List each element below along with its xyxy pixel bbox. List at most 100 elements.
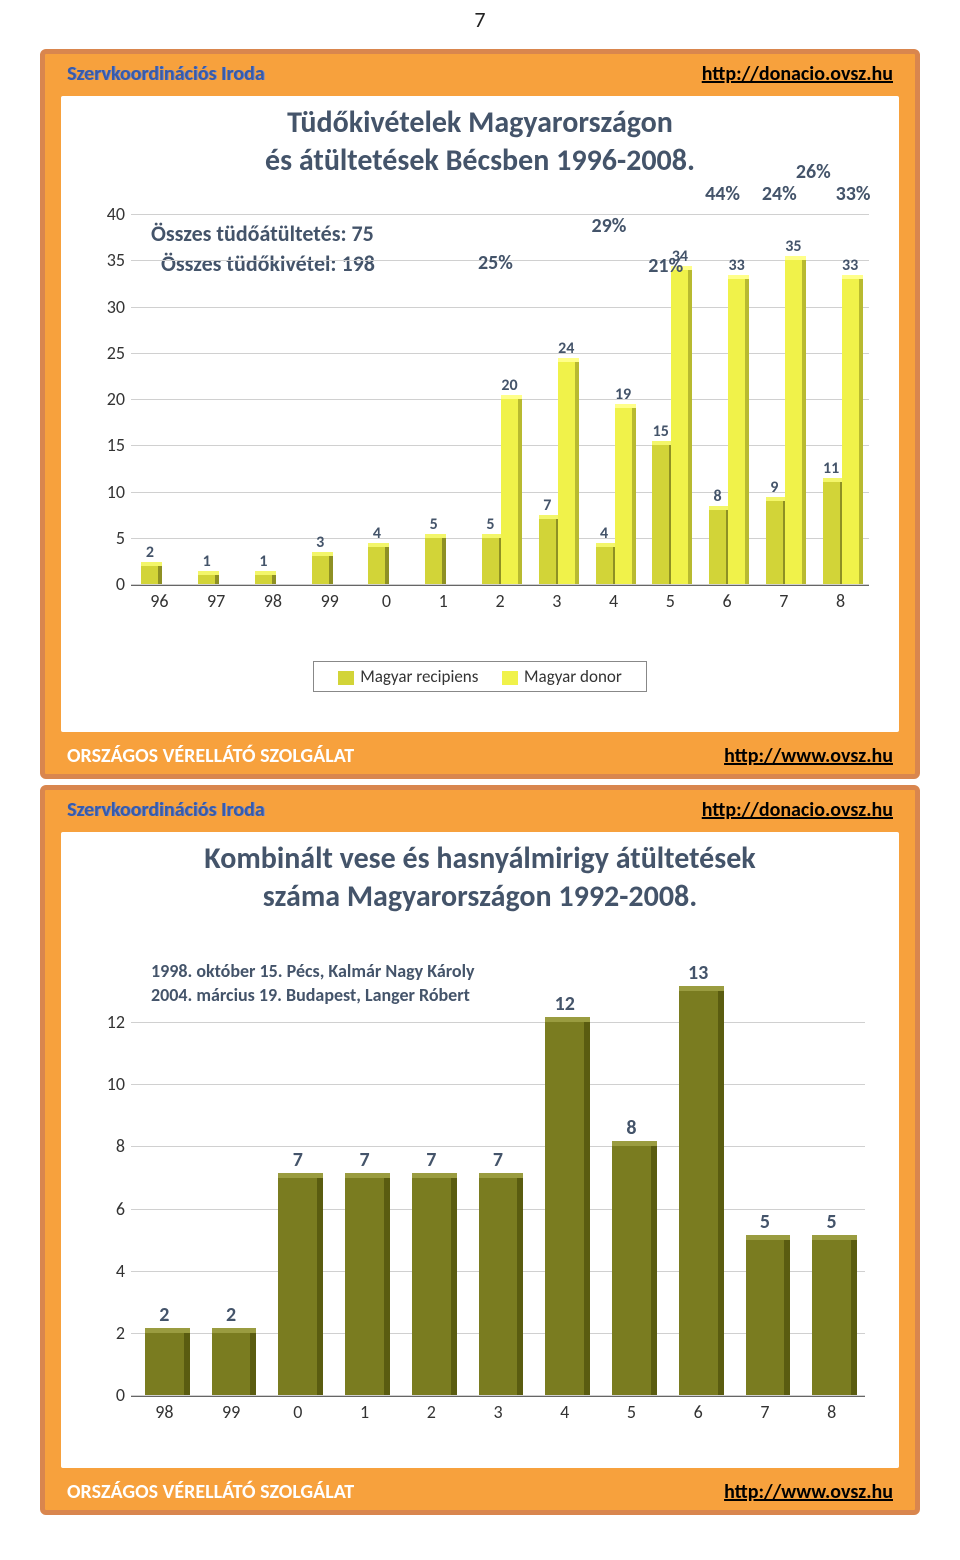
bar-recipiens [596, 547, 613, 584]
yaxis-tick-label: 10 [91, 1073, 125, 1095]
bar-recipiens [198, 575, 215, 584]
header-right-link[interactable]: http://donacio.ovsz.hu [702, 62, 893, 86]
yaxis-tick-label: 5 [91, 527, 125, 549]
yaxis-tick-label: 15 [91, 434, 125, 456]
xaxis-tick-label: 99 [206, 1401, 256, 1423]
bar-donor [501, 399, 518, 584]
xaxis-tick-label: 97 [191, 590, 241, 612]
xaxis-tick-label: 3 [473, 1401, 523, 1423]
bar-value-label: 5 [745, 1210, 785, 1234]
bar-value-label: 2 [211, 1303, 251, 1327]
percent-label: 25% [478, 251, 513, 275]
bar-value-label: 3 [300, 533, 340, 552]
bar-value-label: 33 [830, 256, 870, 275]
slide2-body: Kombinált vese és hasnyálmirigy átülteté… [61, 832, 899, 1468]
bar-value-label: 7 [478, 1148, 518, 1172]
bar-value-label: 19 [603, 385, 643, 404]
yaxis-tick-label: 2 [91, 1322, 125, 1344]
bar [612, 1146, 651, 1395]
legend-item-recipiens: Magyar recipiens [338, 666, 478, 687]
bar [412, 1178, 451, 1396]
slide-1: Szervkoordinációs Iroda http://donacio.o… [40, 49, 920, 769]
bar-recipiens [141, 566, 158, 585]
bar-value-label: 7 [411, 1148, 451, 1172]
xaxis-tick-label: 96 [134, 590, 184, 612]
bar-value-label: 2 [130, 543, 170, 562]
legend-item-donor: Magyar donor [502, 666, 622, 687]
bar [746, 1240, 785, 1395]
bar-value-label: 8 [611, 1116, 651, 1140]
header-left: Szervkoordinációs Iroda [67, 798, 265, 822]
yaxis-tick-label: 0 [91, 573, 125, 595]
bar-recipiens [425, 538, 442, 584]
bar-value-label: 7 [278, 1148, 318, 1172]
bar-donor [671, 270, 688, 585]
slide2-frame: Szervkoordinációs Iroda http://donacio.o… [40, 785, 920, 1515]
footer-right-link[interactable]: http://www.ovsz.hu [724, 744, 893, 768]
bar-donor [615, 408, 632, 584]
yaxis-tick-label: 40 [91, 203, 125, 225]
bar-value-label: 13 [678, 961, 718, 985]
bar-value-label: 12 [545, 992, 585, 1016]
bar-recipiens [368, 547, 385, 584]
bar-value-label: 2 [144, 1303, 184, 1327]
yaxis-tick-label: 0 [91, 1384, 125, 1406]
bar [545, 1022, 584, 1395]
bar [812, 1240, 851, 1395]
bar-value-label: 33 [717, 256, 757, 275]
yaxis-tick-label: 8 [91, 1135, 125, 1157]
chart1-legend: Magyar recipiens Magyar donor [61, 661, 899, 692]
slide1-body: Tüdőkivételek Magyarországon és átülteté… [61, 96, 899, 732]
slide1-frame: Szervkoordinációs Iroda http://donacio.o… [40, 49, 920, 779]
xaxis-tick-label: 6 [673, 1401, 723, 1423]
chart2-plot: 02468101298299207172737412586137585 [131, 960, 865, 1397]
page-number: 7 [0, 0, 960, 33]
chart1-title: Tüdőkivételek Magyarországon és átülteté… [61, 104, 899, 179]
yaxis-tick-label: 6 [91, 1198, 125, 1220]
yaxis-tick-label: 25 [91, 342, 125, 364]
page: 7 Szervkoordinációs Iroda http://donacio… [0, 0, 960, 1560]
yaxis-tick-label: 12 [91, 1011, 125, 1033]
xaxis-tick-label: 5 [606, 1401, 656, 1423]
yaxis-tick-label: 35 [91, 249, 125, 271]
xaxis-tick-label: 2 [475, 590, 525, 612]
bar-donor [558, 362, 575, 584]
percent-label: 24% [762, 182, 797, 206]
xaxis-tick-label: 2 [406, 1401, 456, 1423]
bar-recipiens [709, 510, 726, 584]
bar-value-label: 1 [187, 552, 227, 571]
bar-value-label: 5 [414, 515, 454, 534]
yaxis-tick-label: 30 [91, 296, 125, 318]
percent-label: 26% [796, 160, 831, 184]
bar-recipiens [766, 501, 783, 584]
xaxis-tick-label: 7 [759, 590, 809, 612]
percent-label: 44% [705, 182, 740, 206]
percent-label: 29% [592, 214, 627, 238]
xaxis-tick-label: 4 [540, 1401, 590, 1423]
xaxis-tick-label: 0 [361, 590, 411, 612]
slide-2: Szervkoordinációs Iroda http://donacio.o… [40, 785, 920, 1505]
xaxis-tick-label: 98 [139, 1401, 189, 1423]
yaxis-tick-label: 20 [91, 388, 125, 410]
bar-donor [728, 279, 745, 584]
chart2-title: Kombinált vese és hasnyálmirigy átülteté… [61, 840, 899, 915]
bar-recipiens [823, 482, 840, 584]
xaxis-tick-label: 0 [273, 1401, 323, 1423]
bar [145, 1333, 184, 1395]
bar-recipiens [255, 575, 272, 584]
footer-right-link[interactable]: http://www.ovsz.hu [724, 1480, 893, 1504]
xaxis-tick-label: 3 [532, 590, 582, 612]
bar-value-label: 20 [490, 376, 530, 395]
bar-recipiens [652, 445, 669, 584]
bar-value-label: 1 [243, 552, 283, 571]
xaxis-tick-label: 1 [340, 1401, 390, 1423]
bar-value-label: 24 [546, 339, 586, 358]
bar-recipiens [539, 519, 556, 584]
bar [212, 1333, 251, 1395]
xaxis-tick-label: 8 [807, 1401, 857, 1423]
xaxis-tick-label: 8 [816, 590, 866, 612]
bar-value-label: 5 [812, 1210, 852, 1234]
xaxis-tick-label: 99 [305, 590, 355, 612]
header-right-link[interactable]: http://donacio.ovsz.hu [702, 798, 893, 822]
xaxis-tick-label: 7 [740, 1401, 790, 1423]
